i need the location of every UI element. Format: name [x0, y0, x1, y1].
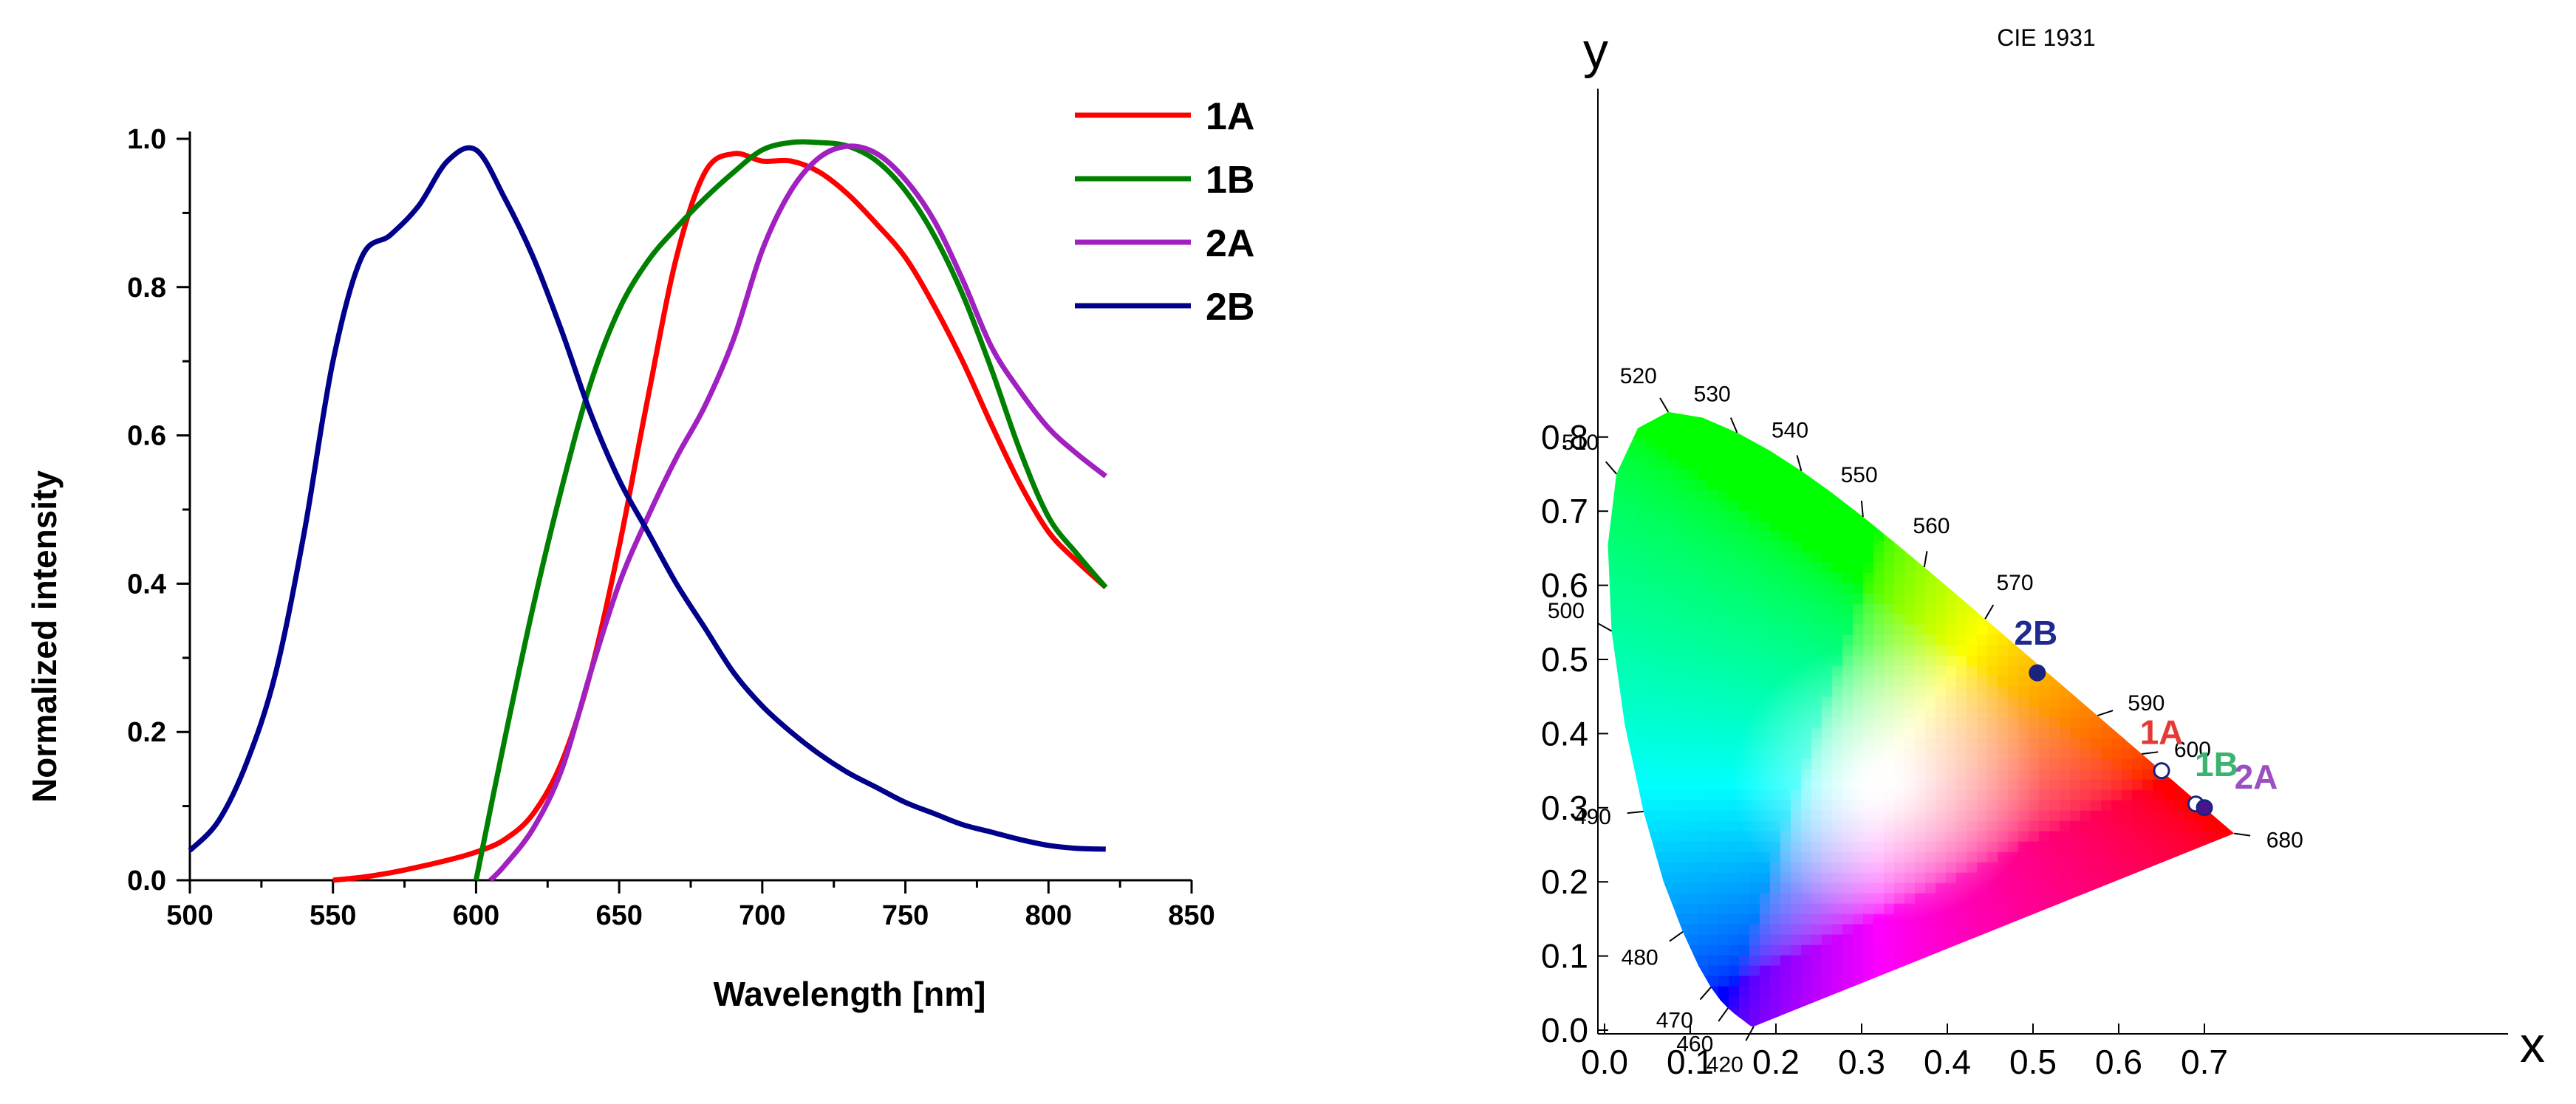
cie-y-axis-title: y — [1583, 23, 1608, 79]
spectra-y-tick-label: 0.6 — [127, 421, 166, 452]
wavelength-label: 550 — [1841, 463, 1878, 487]
wavelength-tick — [1627, 810, 1644, 815]
cie-chart: 0.0 0.1 0.2 0.3 0.4 0.5 0.6 0.7 0.0 0.1 0.2 0.3 0.4 0… — [1541, 23, 2545, 1081]
cie-y-tick-label: 0.7 — [1541, 492, 1588, 530]
cie-y-tick-label: 0.5 — [1541, 640, 1588, 679]
wavelength-tick — [1745, 1026, 1755, 1041]
wavelength-tick — [1729, 417, 1738, 433]
wavelength-tick — [1984, 604, 1995, 620]
spectra-ticks: 500 550 600 650 700 750 800 850 0.0 0.2 0.4 0.6 0.8 1… — [127, 124, 1215, 931]
cie-y-tick-label: 0.8 — [1541, 418, 1588, 456]
wavelength-label: 560 — [1913, 514, 1950, 538]
wavelength-label: 510 — [1562, 431, 1599, 455]
legend: 1A 1B 2A 2B — [1075, 95, 1254, 329]
wavelength-label: 680 — [2266, 829, 2303, 853]
wavelength-label: 500 — [1548, 599, 1585, 623]
series-1B-line — [473, 139, 1108, 881]
cie-y-tick-label: 0.3 — [1541, 789, 1588, 827]
cie-x-tick-label: 0.3 — [1838, 1043, 1885, 1081]
spectra-x-tick-label: 500 — [166, 900, 213, 931]
cie-x-tick-label: 0.6 — [2095, 1043, 2142, 1081]
wavelength-label: 520 — [1620, 364, 1657, 388]
cie-x-tick-label: 0.0 — [1581, 1043, 1628, 1081]
wavelength-label: 600 — [2174, 738, 2211, 762]
wavelength-label: 470 — [1656, 1009, 1693, 1033]
cie-y-tick-label: 0.1 — [1541, 937, 1588, 976]
series-2B-line — [188, 145, 1106, 853]
spectra-x-tick-label: 850 — [1168, 900, 1214, 931]
wavelength-tick — [1923, 551, 1928, 568]
wavelength-label: 420 — [1706, 1053, 1743, 1077]
wavelength-tick — [1699, 987, 1712, 1001]
wavelength-tick — [1659, 397, 1670, 413]
point-2B — [2029, 664, 2046, 682]
spectra-x-tick-label: 600 — [453, 900, 499, 931]
cie-y-tick-label: 0.0 — [1541, 1011, 1588, 1049]
point-label-1A: 1A — [2140, 713, 2184, 752]
point-1A — [2153, 762, 2170, 780]
spectra-y-axis-title: Normalized intensity — [25, 470, 64, 803]
wavelength-tick — [2234, 832, 2251, 837]
wavelength-tick — [1796, 455, 1803, 471]
spectra-y-tick-label: 0.8 — [127, 272, 166, 304]
wavelength-label: 590 — [2128, 691, 2165, 716]
spectra-x-axis-title: Wavelength [nm] — [714, 975, 986, 1013]
wavelength-tick — [2097, 710, 2114, 717]
legend-label-1B: 1B — [1206, 159, 1254, 202]
spectra-x-tick-label: 650 — [595, 900, 642, 931]
point-label-2B: 2B — [2014, 614, 2057, 652]
series-2A-line — [488, 143, 1107, 882]
wavelength-label: 540 — [1772, 419, 1808, 443]
spectra-y-tick-label: 1.0 — [127, 124, 166, 155]
spectra-chart: 500 550 600 650 700 750 800 850 0.0 0.2 0.4 0.6 0.8 1… — [25, 95, 1254, 1013]
point-label-1B: 1B — [2195, 745, 2238, 784]
cie-x-tick-label: 0.5 — [2009, 1043, 2057, 1081]
wavelength-label: 490 — [1574, 805, 1611, 829]
legend-label-2A: 2A — [1206, 222, 1254, 265]
cie-ticks: 0.0 0.1 0.2 0.3 0.4 0.5 0.6 0.7 0.0 0.1 0.2 0.3 0.4 0… — [1541, 418, 2228, 1081]
wavelength-tick — [1605, 461, 1617, 475]
wavelength-tick — [2142, 751, 2159, 755]
wavelength-tick — [1860, 500, 1864, 518]
cie-x-tick-label: 0.1 — [1667, 1043, 1714, 1081]
cie-y-tick-label: 0.6 — [1541, 566, 1588, 605]
cie-y-tick-label: 0.4 — [1541, 714, 1588, 752]
legend-label-1A: 1A — [1206, 95, 1254, 138]
wavelength-label: 480 — [1622, 946, 1658, 970]
point-label-2A: 2A — [2235, 758, 2278, 796]
series-1A-line — [332, 151, 1108, 883]
wavelength-label: 570 — [1997, 571, 2034, 595]
wavelength-tick — [1669, 930, 1684, 942]
spectra-y-tick-label: 0.0 — [127, 865, 166, 896]
spectra-y-tick-label: 0.2 — [127, 717, 166, 748]
cie-x-tick-label: 0.4 — [1924, 1043, 1971, 1081]
legend-label-2B: 2B — [1206, 286, 1254, 329]
spectra-x-tick-label: 550 — [310, 900, 356, 931]
spectra-x-tick-label: 800 — [1025, 900, 1072, 931]
spectra-x-tick-label: 700 — [739, 900, 785, 931]
cie-x-axis-title: x — [2520, 1017, 2545, 1073]
wavelength-tick — [1596, 622, 1613, 632]
spectra-y-tick-label: 0.4 — [127, 569, 166, 600]
wavelength-label: 460 — [1676, 1032, 1713, 1056]
point-2A — [2196, 799, 2213, 817]
cie-title: CIE 1931 — [1997, 24, 2095, 51]
cie-x-tick-label: 0.7 — [2181, 1043, 2228, 1081]
cie-x-tick-label: 0.2 — [1752, 1043, 1800, 1081]
spectra-x-tick-label: 750 — [882, 900, 929, 931]
cie-y-tick-label: 0.2 — [1541, 863, 1588, 901]
wavelength-label: 530 — [1694, 383, 1731, 407]
wavelength-tick — [1718, 1007, 1729, 1022]
spectra-series — [188, 139, 1108, 883]
